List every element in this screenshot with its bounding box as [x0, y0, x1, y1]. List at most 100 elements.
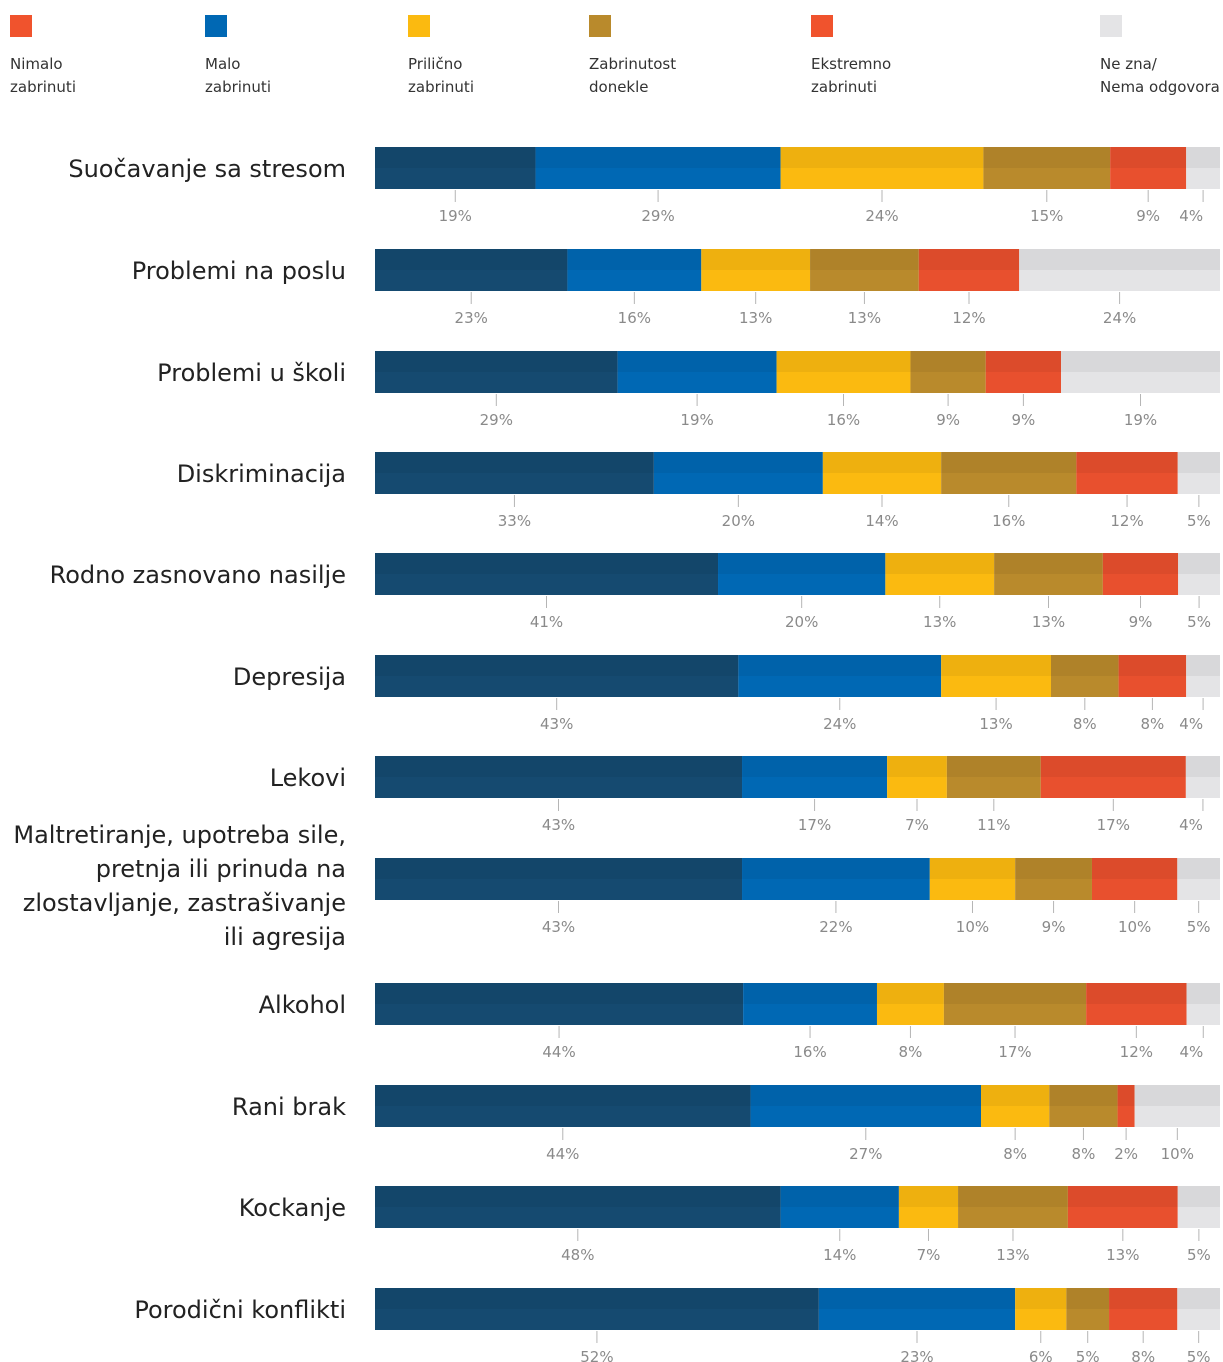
bar-segment-shade	[375, 452, 654, 473]
bar-segment	[1019, 249, 1220, 291]
bar-segment	[941, 452, 1077, 494]
bar-segment-shade	[1134, 1085, 1220, 1106]
bar-segment	[1086, 983, 1187, 1025]
bar-segment	[567, 249, 702, 291]
bar-segment	[375, 655, 739, 697]
bar-segment-shade	[375, 553, 719, 574]
value-label: 4%	[1179, 715, 1203, 733]
bar-segment-shade	[1015, 1288, 1067, 1309]
bar-segment	[943, 983, 1087, 1025]
bar-segment	[887, 756, 947, 798]
category-label: Rodno zasnovano nasilje	[50, 561, 346, 589]
bar-segment-shade	[375, 655, 739, 676]
value-label: 5%	[1187, 613, 1211, 631]
legend-label: Zabrinutost donekle	[589, 55, 677, 96]
bar-segment	[994, 553, 1103, 595]
value-label: 16%	[827, 411, 860, 429]
bar-segment-shade	[738, 655, 942, 676]
bar-segment-shade	[780, 147, 984, 168]
value-label: 41%	[530, 613, 563, 631]
bar-segment	[1178, 553, 1220, 595]
value-label: 16%	[793, 1043, 826, 1061]
value-label: 23%	[900, 1348, 933, 1362]
value-label: 7%	[917, 1246, 941, 1264]
value-label: 10%	[1118, 918, 1151, 936]
bar-segment	[776, 351, 911, 393]
legend-item-donekle: Zabrinutost donekle	[589, 15, 676, 96]
bar-segment-shade	[1178, 553, 1220, 574]
value-label: 5%	[1187, 1348, 1211, 1362]
legend-swatch	[205, 15, 227, 37]
bar-segment-shade	[653, 452, 823, 473]
value-label: 24%	[1103, 309, 1136, 327]
bar-row: Diskriminacija 33% 20% 14% 16% 12% 5%	[177, 452, 1220, 530]
bar-segment	[1118, 655, 1187, 697]
bar-segment	[822, 452, 942, 494]
value-label: 8%	[1003, 1145, 1027, 1163]
bar-segment-shade	[1109, 1288, 1178, 1309]
legend-swatch	[811, 15, 833, 37]
legend-label: Nimalo zabrinuti	[10, 55, 76, 96]
bar-segment-shade	[1076, 452, 1178, 473]
legend-item-ekstremno: Ekstremno zabrinuti	[811, 15, 891, 96]
bar-segment	[742, 756, 888, 798]
legend-label: Ne zna/ Nema odgovora	[1100, 55, 1220, 96]
value-label: 17%	[798, 816, 831, 834]
bar-row: Lekovi 43% 17% 7% 11% 17% 4%	[270, 756, 1220, 834]
value-label: 44%	[546, 1145, 579, 1163]
bar-segment	[1109, 1288, 1178, 1330]
bar-segment	[375, 983, 744, 1025]
category-label: Suočavanje sa stresom	[68, 155, 346, 183]
bar-segment-shade	[1051, 655, 1119, 676]
category-label: Rani brak	[232, 1093, 346, 1121]
bar-segment	[1177, 858, 1220, 900]
bar-segment-shade	[1086, 983, 1187, 1004]
category-label: Depresija	[233, 663, 346, 691]
legend-item-ne-zna: Ne zna/ Nema odgovora	[1100, 15, 1220, 96]
bar-segment-shade	[929, 858, 1016, 879]
bar-segment	[1102, 553, 1179, 595]
bar-segment	[1066, 1288, 1110, 1330]
bar-segment-shade	[1061, 351, 1220, 372]
value-label: 9%	[936, 411, 960, 429]
bar-segment-shade	[375, 351, 618, 372]
bar-segment-shade	[985, 351, 1062, 372]
value-label: 17%	[998, 1043, 1031, 1061]
legend-label: Prilično zabrinuti	[408, 55, 474, 96]
bar-segment-shade	[1186, 655, 1220, 676]
bar-segment	[918, 249, 1020, 291]
bar-segment	[375, 553, 719, 595]
bar-segment	[738, 655, 942, 697]
bar-segment	[780, 1186, 899, 1228]
bar-segment	[898, 1186, 959, 1228]
bar-segment	[1015, 858, 1092, 900]
bar-segment-shade	[375, 147, 536, 168]
bar-segment-shade	[1177, 1288, 1220, 1309]
bar-segment-shade	[1177, 858, 1220, 879]
bar-segment-shade	[1177, 452, 1220, 473]
bar-segment	[1040, 756, 1186, 798]
value-label: 13%	[923, 613, 956, 631]
bar-segment-shade	[1040, 756, 1186, 777]
bar-segment	[1049, 1085, 1118, 1127]
legend-swatch	[1100, 15, 1122, 37]
value-label: 9%	[1011, 411, 1035, 429]
bar-segment	[983, 147, 1111, 189]
bar-segment	[375, 858, 743, 900]
bar-segment-shade	[1110, 147, 1187, 168]
bar-segment	[1067, 1186, 1178, 1228]
value-label: 13%	[979, 715, 1012, 733]
value-label: 12%	[952, 309, 985, 327]
value-label: 15%	[1030, 207, 1063, 225]
value-label: 7%	[905, 816, 929, 834]
bar-segment-shade	[1118, 655, 1187, 676]
bar-segment-shade	[375, 1085, 751, 1106]
legend-swatch	[408, 15, 430, 37]
bar-segment-shade	[742, 756, 888, 777]
value-label: 16%	[992, 512, 1025, 530]
value-label: 43%	[542, 816, 575, 834]
bar-segment	[375, 756, 743, 798]
legend-item-prilicno: Prilično zabrinuti	[408, 15, 474, 96]
bar-segment-shade	[941, 655, 1051, 676]
value-label: 5%	[1076, 1348, 1100, 1362]
